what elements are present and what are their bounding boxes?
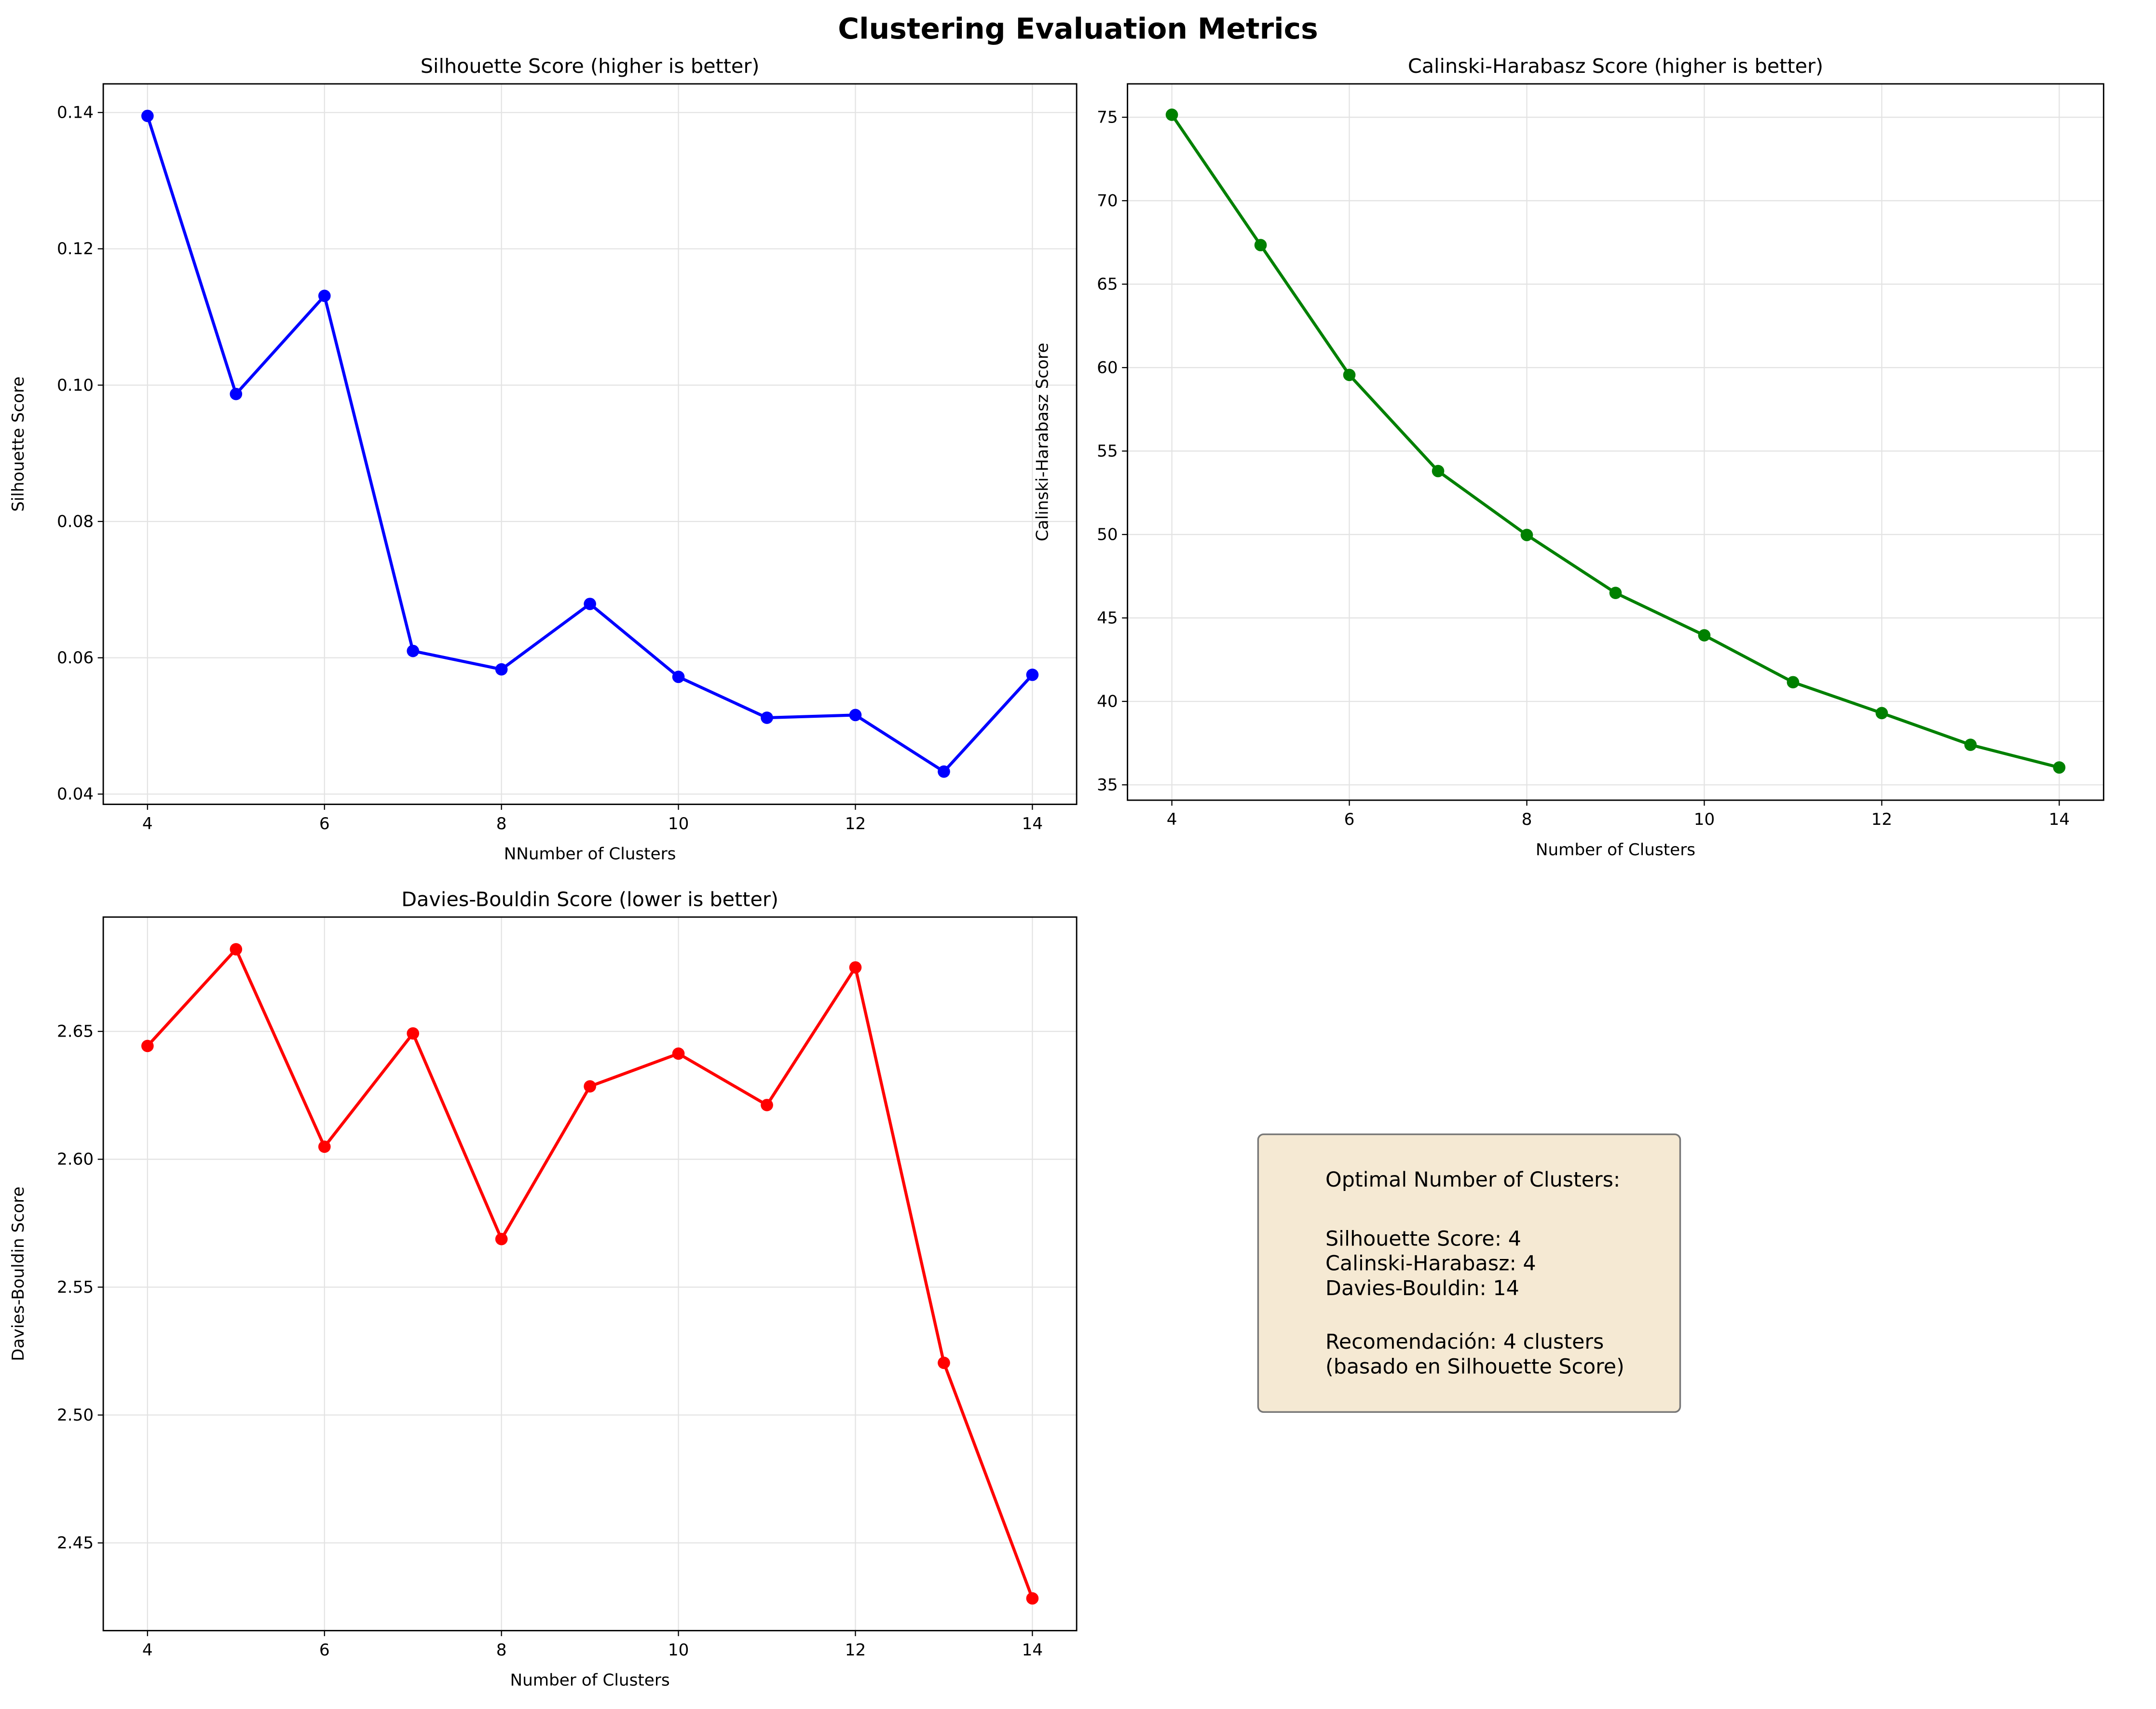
chart-title: Calinski-Harabasz Score (higher is bette… (1408, 55, 1823, 78)
data-point (1026, 669, 1039, 681)
x-tick-label: 4 (142, 814, 153, 834)
chart-title: Silhouette Score (higher is better) (421, 55, 760, 78)
x-axis-label: NNumber of Clusters (504, 844, 676, 863)
x-tick-label: 14 (1022, 1641, 1043, 1660)
summary-line: Silhouette Score: 4 (1325, 1227, 1521, 1251)
data-point (1698, 629, 1711, 642)
y-tick-label: 0.12 (57, 239, 94, 259)
x-tick-label: 6 (319, 1641, 330, 1660)
y-axis-label: Calinski-Harabasz Score (1033, 343, 1052, 542)
chart-panel: 4 6 8 10 12 14 35 40 45 50 55 60 65 70 75 Calinski-Hara… (1033, 55, 2104, 860)
y-tick-label: 0.08 (57, 512, 94, 531)
data-point (1432, 465, 1445, 478)
data-point (938, 1356, 950, 1369)
y-tick-label: 65 (1097, 274, 1118, 294)
axes-frame (102, 916, 1078, 1631)
data-point (849, 961, 862, 974)
y-tick-label: 0.10 (57, 376, 94, 395)
summary-line: (basado en Silhouette Score) (1325, 1355, 1624, 1379)
data-point (141, 109, 154, 123)
y-tick-label: 75 (1097, 108, 1118, 127)
data-point (761, 1099, 773, 1111)
data-point (407, 1027, 420, 1040)
data-point (495, 663, 508, 676)
y-axis-label: Silhouette Score (9, 376, 28, 511)
summary-box: Optimal Number of Clusters: Silhouette S… (1257, 1133, 1681, 1413)
summary-box-background (1257, 1133, 1681, 1413)
x-tick-label: 4 (1167, 810, 1177, 829)
y-tick-label: 2.55 (57, 1278, 94, 1297)
summary-line: Recomendación: 4 clusters (1325, 1330, 1604, 1354)
y-tick-label: 2.50 (57, 1406, 94, 1425)
x-tick-label: 10 (1694, 810, 1715, 829)
x-tick-label: 8 (1522, 810, 1532, 829)
chart-panel: 4 6 8 10 12 14 0.04 0.06 0.08 0.10 0.12 0.14 Silhoue… (9, 55, 1078, 863)
x-tick-label: 14 (1022, 814, 1043, 834)
x-tick-label: 10 (668, 1641, 689, 1660)
y-tick-label: 0.04 (57, 785, 94, 804)
x-tick-label: 14 (2049, 810, 2070, 829)
y-tick-label: 2.45 (57, 1533, 94, 1553)
x-tick-label: 12 (1871, 810, 1893, 829)
y-tick-label: 35 (1097, 775, 1118, 794)
x-tick-label: 6 (1344, 810, 1355, 829)
data-point (318, 1140, 331, 1153)
data-point (1165, 109, 1178, 121)
axes-frame (102, 83, 1078, 805)
data-point (318, 289, 331, 302)
data-point (1254, 239, 1267, 251)
y-tick-label: 40 (1097, 692, 1118, 711)
data-point (1520, 529, 1533, 541)
x-tick-label: 4 (142, 1641, 153, 1660)
data-point (849, 709, 862, 722)
x-tick-label: 12 (845, 1641, 866, 1660)
data-point (584, 1080, 596, 1093)
data-point (672, 1047, 685, 1060)
x-axis-label: Number of Clusters (1536, 840, 1695, 860)
data-point (938, 765, 950, 778)
chart-title: Davies-Bouldin Score (lower is better) (401, 888, 778, 911)
data-point (407, 644, 420, 657)
y-tick-label: 55 (1097, 441, 1118, 461)
y-tick-label: 50 (1097, 525, 1118, 544)
x-tick-label: 6 (319, 814, 330, 834)
summary-line: Calinski-Harabasz: 4 (1325, 1252, 1536, 1276)
x-tick-label: 8 (496, 1641, 507, 1660)
data-point (141, 1039, 154, 1053)
data-point (1026, 1592, 1039, 1605)
chart-panel: 4 6 8 10 12 14 2.45 2.50 2.55 2.60 2.65 Davies-Boul… (9, 888, 1078, 1690)
data-point (230, 943, 243, 956)
x-tick-label: 10 (668, 814, 689, 834)
data-point (495, 1232, 508, 1245)
y-axis-label: Davies-Bouldin Score (9, 1187, 28, 1361)
data-point (672, 670, 685, 684)
data-point (1343, 369, 1356, 382)
data-point (1964, 738, 1977, 751)
y-tick-label: 45 (1097, 608, 1118, 628)
summary-line: Davies-Bouldin: 14 (1325, 1276, 1519, 1300)
data-point (1609, 587, 1622, 600)
figure-title: Clustering Evaluation Metrics (838, 12, 1318, 46)
y-tick-label: 2.60 (57, 1150, 94, 1169)
data-point (761, 711, 773, 724)
x-tick-label: 12 (845, 814, 866, 834)
data-point (230, 387, 243, 400)
x-tick-label: 8 (496, 814, 507, 834)
y-tick-label: 0.06 (57, 648, 94, 668)
data-point (584, 598, 596, 610)
data-point (1875, 707, 1888, 720)
axes-frame (1127, 83, 2104, 801)
data-point (2053, 761, 2066, 774)
y-tick-label: 2.65 (57, 1022, 94, 1041)
y-tick-label: 60 (1097, 358, 1118, 377)
y-tick-label: 0.14 (57, 103, 94, 123)
summary-line: Optimal Number of Clusters: (1325, 1168, 1620, 1192)
y-tick-label: 70 (1097, 191, 1118, 210)
data-point (1787, 676, 1800, 689)
x-axis-label: Number of Clusters (510, 1671, 670, 1690)
